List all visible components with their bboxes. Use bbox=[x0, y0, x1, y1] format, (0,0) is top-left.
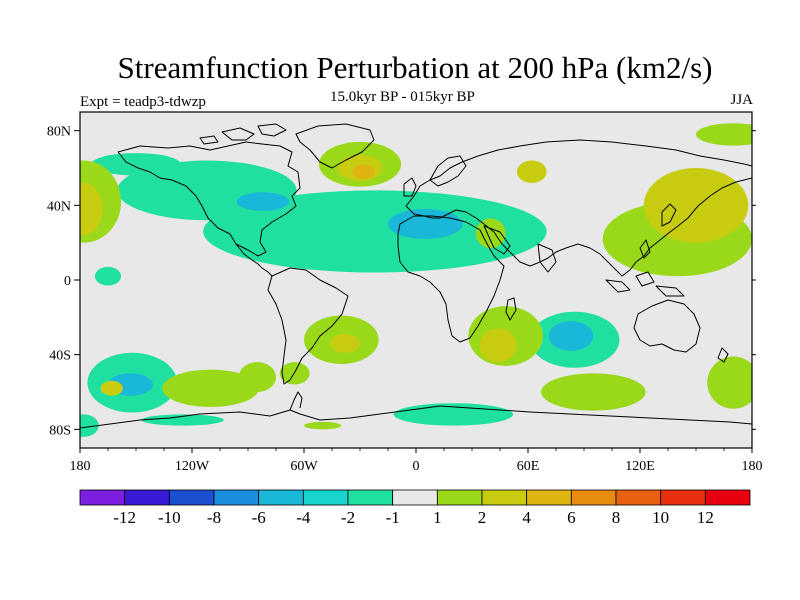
lon-tick-label: 0 bbox=[413, 459, 420, 474]
colorbar-swatch bbox=[168, 489, 215, 506]
season-label: JJA bbox=[730, 92, 753, 108]
contour-region bbox=[91, 153, 181, 176]
coast-arctic-islands bbox=[199, 123, 287, 145]
colorbar-label: -2 bbox=[341, 508, 355, 527]
contour-region bbox=[236, 192, 290, 211]
coast-uk bbox=[403, 177, 417, 197]
colorbar-label: -6 bbox=[252, 508, 266, 527]
axis-ticks: 80N 40N 0 40S 80S 180 120W 60W 0 60E 120E 180 bbox=[47, 125, 763, 474]
lon-tick-label: 120W bbox=[175, 459, 210, 474]
period-label: 15.0kyr BP - 015kyr BP bbox=[330, 89, 475, 105]
lat-tick-label: 80S bbox=[49, 423, 71, 438]
contour-region bbox=[475, 218, 506, 249]
contour-region bbox=[279, 362, 310, 385]
colorbar-swatch bbox=[302, 489, 349, 506]
colorbar-swatch bbox=[124, 489, 170, 506]
coast-central-america bbox=[235, 243, 273, 277]
colorbar-label: 12 bbox=[697, 508, 714, 527]
lon-tick-label: 60E bbox=[517, 459, 540, 474]
coast-arabia-india bbox=[483, 225, 557, 273]
contour-region bbox=[479, 328, 517, 363]
contour-region bbox=[100, 380, 123, 396]
colorbar-swatch bbox=[570, 489, 617, 506]
colorbar-swatch bbox=[347, 489, 394, 506]
lat-tick-label: 80N bbox=[47, 125, 71, 140]
contour-region bbox=[707, 356, 752, 409]
colorbar-label: 4 bbox=[522, 508, 531, 527]
contour-region bbox=[304, 421, 342, 430]
colorbar-label: 8 bbox=[612, 508, 621, 527]
colorbar-swatch bbox=[704, 489, 751, 506]
colorbar-label: 2 bbox=[478, 508, 487, 527]
colorbar: -12 -10 -8 -6 -4 -2 -1 1 2 4 6 8 10 12 bbox=[79, 489, 751, 527]
lon-tick-label: 180 bbox=[70, 459, 91, 474]
lat-tick-label: 40S bbox=[49, 349, 71, 364]
colorbar-label: 1 bbox=[433, 508, 442, 527]
coast-antarctic-peninsula bbox=[289, 391, 303, 411]
colorbar-label: -1 bbox=[386, 508, 400, 527]
lon-tick-label: 120E bbox=[625, 459, 655, 474]
colorbar-label: -4 bbox=[296, 508, 311, 527]
colorbar-label: -8 bbox=[207, 508, 221, 527]
lat-tick-label: 40N bbox=[47, 199, 71, 214]
contour-region bbox=[352, 164, 375, 180]
coast-antarctica bbox=[80, 405, 752, 429]
contour-region bbox=[516, 160, 547, 183]
lon-tick-label: 180 bbox=[742, 459, 763, 474]
coast-eurasia bbox=[405, 139, 752, 277]
coast-australia bbox=[633, 299, 701, 353]
colorbar-swatch bbox=[258, 489, 304, 506]
colorbar-label: 10 bbox=[652, 508, 669, 527]
contour-region bbox=[330, 334, 361, 353]
contour-region bbox=[388, 209, 463, 239]
lat-tick-label: 0 bbox=[64, 274, 71, 289]
coastlines bbox=[80, 123, 752, 429]
contour-region bbox=[80, 414, 99, 437]
contour-region bbox=[141, 414, 224, 426]
colorbar-swatch bbox=[436, 489, 483, 506]
experiment-label: Expt = teadp3-tdwzp bbox=[80, 94, 206, 110]
colorbar-swatch bbox=[213, 489, 260, 506]
contour-region bbox=[548, 321, 594, 351]
contour-region bbox=[643, 168, 749, 243]
contour-region bbox=[162, 369, 260, 407]
colorbar-label: -10 bbox=[158, 508, 181, 527]
coast-se-asia-islands bbox=[605, 239, 685, 297]
colorbar-swatch bbox=[392, 489, 438, 506]
colorbar-label: 6 bbox=[567, 508, 576, 527]
contour-region bbox=[696, 123, 752, 146]
coast-south-america bbox=[267, 267, 349, 385]
contour-region bbox=[80, 182, 103, 236]
contour-region bbox=[94, 266, 122, 286]
coast-greenland bbox=[295, 123, 375, 169]
colorbar-swatch bbox=[79, 489, 126, 506]
colorbar-swatch bbox=[526, 489, 572, 506]
coast-africa bbox=[397, 215, 505, 343]
colorbar-swatch bbox=[481, 489, 528, 506]
coast-madagascar bbox=[505, 297, 517, 321]
colorbar-swatch bbox=[615, 489, 662, 506]
colorbar-swatch bbox=[660, 489, 706, 506]
contour-region bbox=[541, 373, 646, 411]
page-title: Streamfunction Perturbation at 200 hPa (… bbox=[117, 50, 713, 85]
coast-north-america bbox=[117, 141, 301, 257]
coast-new-zealand bbox=[717, 347, 729, 363]
colorbar-label: -12 bbox=[113, 508, 136, 527]
lon-tick-label: 60W bbox=[290, 459, 318, 474]
coast-scandinavia bbox=[429, 155, 467, 187]
coast-japan bbox=[661, 203, 677, 227]
contour-field bbox=[80, 123, 752, 437]
